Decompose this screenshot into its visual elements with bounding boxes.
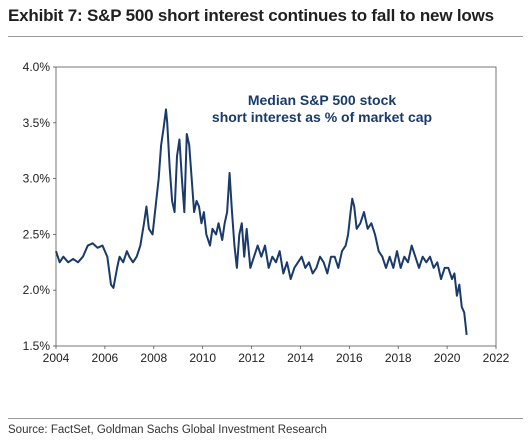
annotation-line-2: short interest as % of market cap bbox=[212, 109, 432, 125]
title-divider bbox=[8, 36, 523, 37]
y-tick-label: 1.5% bbox=[23, 339, 51, 353]
x-tick-label: 2010 bbox=[189, 351, 216, 365]
x-tick-label: 2022 bbox=[483, 351, 510, 365]
x-tick-label: 2006 bbox=[92, 351, 119, 365]
y-tick-label: 2.5% bbox=[23, 227, 51, 241]
x-tick-label: 2016 bbox=[336, 351, 363, 365]
x-tick-label: 2004 bbox=[43, 351, 70, 365]
y-tick-label: 2.0% bbox=[23, 283, 51, 297]
footer-divider bbox=[8, 418, 523, 419]
y-tick-label: 3.0% bbox=[23, 172, 51, 186]
x-tick-label: 2018 bbox=[385, 351, 412, 365]
chart-title: Exhibit 7: S&P 500 short interest contin… bbox=[8, 6, 494, 25]
annotation-line-1: Median S&P 500 stock bbox=[248, 92, 397, 108]
x-tick-label: 2012 bbox=[238, 351, 265, 365]
series-line bbox=[55, 108, 468, 335]
x-tick-label: 2020 bbox=[434, 351, 461, 365]
plot-frame bbox=[55, 66, 497, 347]
y-tick-label: 3.5% bbox=[23, 116, 51, 130]
series bbox=[55, 108, 468, 335]
source-note: Source: FactSet, Goldman Sachs Global In… bbox=[8, 424, 327, 436]
x-axis: 2004 2006 2008 2010 2012 2014 2016 2018 2020 2022 bbox=[43, 346, 510, 365]
x-tick-label: 2014 bbox=[287, 351, 314, 365]
y-axis: 1.5% 2.0% 2.5% 3.0% 3.5% 4.0% bbox=[23, 60, 56, 353]
x-tick-label: 2008 bbox=[140, 351, 167, 365]
y-tick-label: 4.0% bbox=[23, 60, 51, 74]
line-chart: 1.5% 2.0% 2.5% 3.0% 3.5% 4.0% 2004 2006 2008 201… bbox=[23, 60, 510, 365]
